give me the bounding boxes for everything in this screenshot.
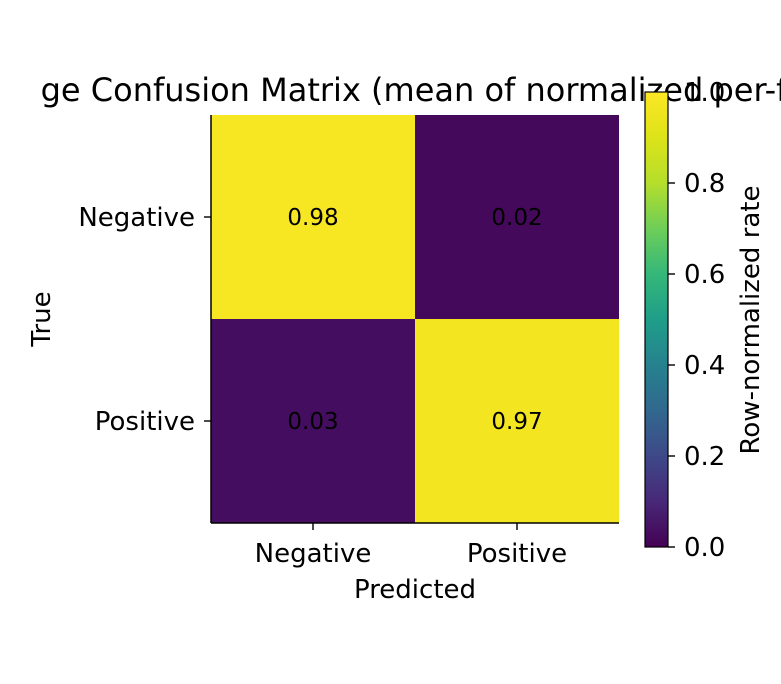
- x-tick-label: Positive: [467, 539, 567, 569]
- colorbar-tick-label: 0.0: [684, 533, 725, 563]
- axes: Negative Positive Negative Positive: [78, 203, 567, 569]
- colorbar-tick-label: 0.8: [684, 169, 725, 199]
- y-tick-label: Positive: [95, 407, 195, 437]
- heatmap-cells: 0.98 0.02 0.03 0.97: [211, 115, 619, 523]
- colorbar: [644, 91, 669, 548]
- cell-value-label: 0.97: [491, 409, 542, 435]
- heatmap-cell: [415, 319, 619, 523]
- cell-value-label: 0.03: [287, 409, 338, 435]
- colorbar-tick-label: 0.6: [684, 260, 725, 290]
- colorbar-tick-label: 0.4: [684, 351, 725, 381]
- heatmap-cell: [415, 115, 619, 319]
- x-tick-label: Negative: [255, 539, 372, 569]
- cell-value-label: 0.02: [491, 205, 542, 231]
- chart-title: ge Confusion Matrix (mean of normalized …: [41, 71, 781, 109]
- colorbar-label: Row-normalized rate: [736, 185, 766, 454]
- y-tick-label: Negative: [78, 203, 195, 233]
- y-axis-label: True: [27, 291, 57, 347]
- colorbar-ticks: 0.0 0.2 0.4 0.6 0.8 1.0: [668, 78, 725, 563]
- x-axis-label: Predicted: [354, 575, 476, 605]
- colorbar-tick-label: 1.0: [684, 78, 725, 108]
- plot-frame: [210, 115, 619, 524]
- cell-value-label: 0.98: [287, 205, 338, 231]
- heatmap-cell: [211, 319, 415, 523]
- heatmap-cell: [211, 115, 415, 319]
- colorbar-tick-label: 0.2: [684, 442, 725, 472]
